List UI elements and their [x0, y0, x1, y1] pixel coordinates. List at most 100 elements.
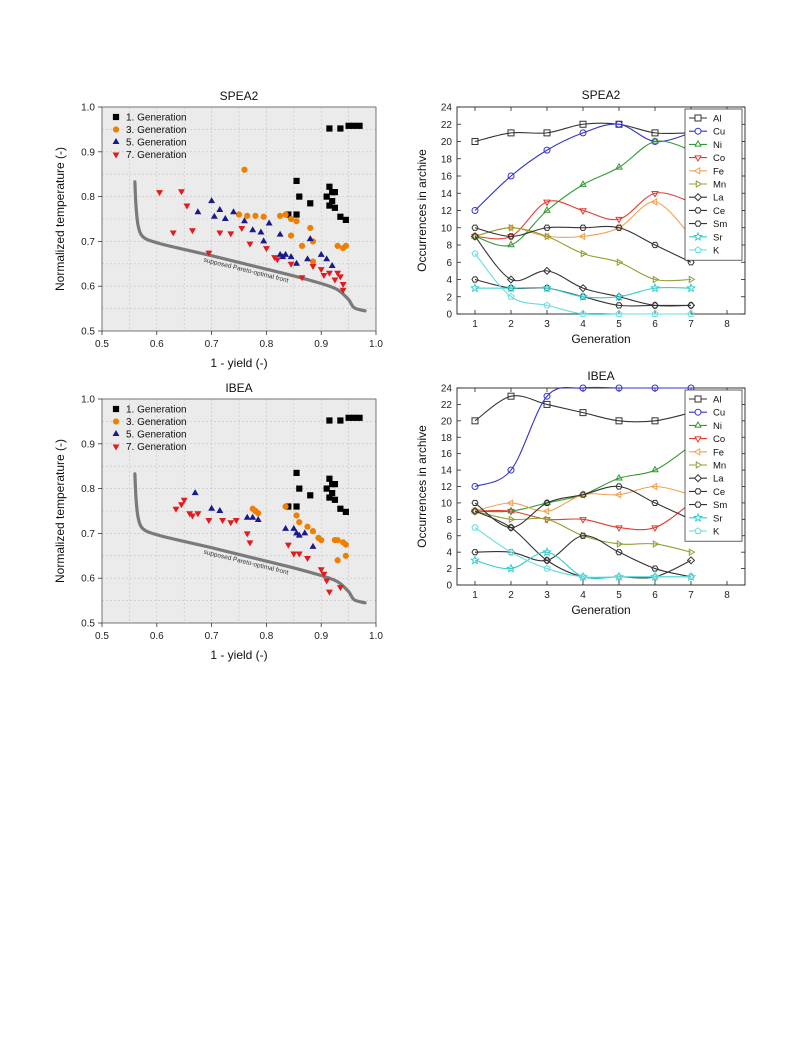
data-point: [304, 255, 311, 262]
data-point: [301, 529, 309, 536]
data-point: [246, 241, 254, 248]
y-tick-label: 0.8: [81, 484, 95, 495]
data-point: [350, 122, 358, 129]
data-point: [257, 228, 265, 235]
series-1: [285, 414, 363, 515]
data-point: [616, 540, 624, 548]
series-line: [474, 527, 691, 578]
data-point: [471, 483, 479, 490]
y-tick-label: 0.7: [81, 237, 95, 248]
data-point: [216, 206, 224, 213]
data-point: [326, 125, 333, 132]
legend: Al Cu Ni Co Fe Mn La Ce Sm Sr K: [684, 108, 743, 261]
data-point: [615, 473, 623, 481]
data-point: [307, 224, 314, 232]
legend-marker: [693, 447, 701, 456]
data-point: [252, 212, 259, 219]
data-point: [471, 138, 479, 145]
series-line: [474, 485, 692, 529]
spea2-occurrence-chart: 1 2 3 4 5 6 7 8 0 2 4 6 8 10 12 14 16 18 20 22 24 SPEA2 Genera…: [412, 85, 757, 357]
data-point: [334, 537, 341, 544]
legend-label: 3. Generation: [126, 125, 187, 136]
data-point: [543, 400, 551, 408]
data-point: [507, 392, 515, 400]
data-point: [309, 542, 317, 549]
data-point: [282, 211, 289, 218]
data-point: [282, 524, 290, 531]
data-point: [208, 197, 216, 204]
legend-marker: [695, 461, 703, 469]
data-point: [544, 515, 552, 524]
data-point: [579, 517, 587, 524]
data-point: [183, 203, 191, 210]
data-point: [290, 551, 298, 558]
data-point: [194, 511, 202, 518]
series-line: [474, 395, 692, 423]
legend-label: Ce: [713, 487, 725, 498]
data-point: [290, 524, 298, 531]
legend-marker: [112, 126, 120, 133]
y-tick-label: 24: [441, 103, 453, 114]
data-point: [293, 469, 300, 477]
data-point: [334, 242, 341, 249]
data-point: [306, 235, 314, 242]
legend-frame: [684, 389, 743, 542]
data-point: [688, 548, 696, 557]
x-tick-label: 1: [472, 319, 478, 330]
data-point: [296, 485, 303, 492]
data-point: [614, 291, 624, 301]
data-point: [205, 517, 213, 524]
data-point: [579, 129, 587, 137]
data-point: [651, 310, 659, 318]
series-line: [475, 286, 692, 299]
data-point: [507, 292, 515, 300]
data-point: [235, 211, 243, 218]
series-line: [474, 386, 691, 488]
legend-marker: [694, 408, 702, 416]
y-tick-label: 14: [441, 466, 453, 477]
data-point: [342, 541, 349, 548]
data-point: [470, 555, 480, 565]
data-point: [293, 529, 300, 536]
data-point: [241, 166, 248, 173]
data-point: [507, 234, 515, 241]
legend-label: Cu: [713, 408, 725, 419]
data-point: [342, 242, 349, 249]
data-point: [543, 499, 551, 507]
data-point: [334, 270, 342, 277]
y-tick-label: 0.5: [81, 327, 95, 338]
data-point: [506, 282, 516, 293]
data-point: [318, 537, 325, 544]
legend-label: 7. Generation: [126, 442, 187, 453]
y-tick-label: 4: [446, 548, 452, 559]
data-point: [507, 506, 515, 514]
x-axis-label: 1 - yield (-): [210, 648, 267, 662]
data-point: [580, 249, 588, 258]
legend-marker: [694, 139, 702, 147]
y-tick-label: 8: [446, 515, 452, 526]
chart-title: SPEA2: [582, 88, 621, 102]
y-tick-label: 18: [441, 433, 453, 444]
data-point: [210, 212, 218, 219]
data-point: [232, 517, 240, 524]
pareto-front-curve: [133, 180, 367, 313]
x-tick-label: 0.6: [150, 339, 164, 350]
data-point: [244, 212, 251, 219]
y-tick-label: 20: [441, 416, 453, 427]
data-point: [241, 217, 248, 224]
legend-label: Mn: [713, 461, 726, 472]
data-point: [507, 466, 515, 474]
x-axis-label: Generation: [571, 603, 630, 617]
data-point: [543, 392, 551, 400]
data-point: [325, 589, 333, 596]
y-tick-label: 0.7: [81, 529, 95, 540]
data-point: [323, 485, 330, 492]
data-point: [688, 275, 696, 284]
x-axis-label: 1 - yield (-): [210, 356, 267, 370]
data-point: [331, 204, 338, 211]
x-tick-label: 3: [544, 319, 550, 330]
grid-lines: [102, 399, 376, 623]
data-point: [254, 515, 262, 522]
legend-label: Ce: [713, 206, 725, 217]
series-3: [191, 489, 317, 549]
